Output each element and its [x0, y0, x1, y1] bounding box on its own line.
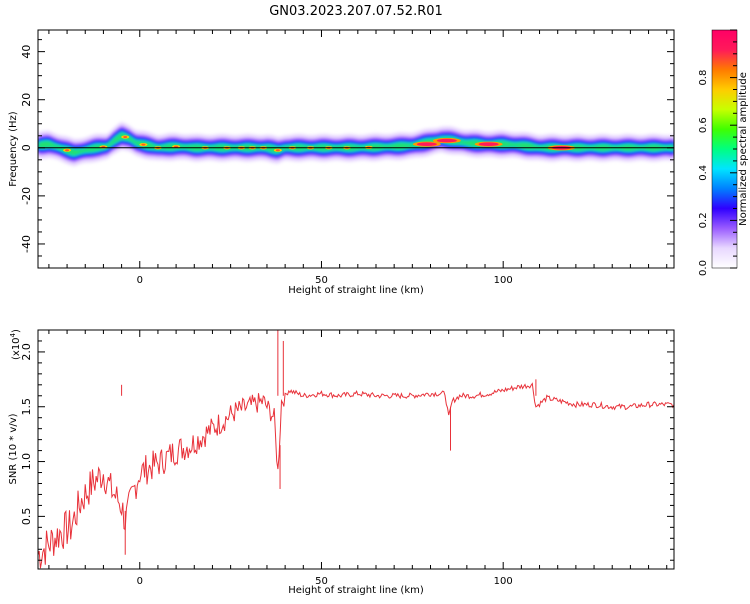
snr-multiplier: (x104)	[9, 329, 22, 360]
spectrogram-x-tick-label: 100	[494, 275, 513, 286]
spectrogram-peak	[416, 142, 437, 146]
snr-y-tick-label: 0.5	[20, 508, 33, 526]
snr-frame	[38, 330, 674, 569]
figure-title: GN03.2023.207.07.52.R01	[269, 4, 443, 19]
colorbar-tick-label: 0.0	[698, 260, 709, 276]
colorbar-label: Normalized spectral amplitude	[738, 72, 749, 226]
snr-ylabel: SNR (10 * v/v)	[8, 413, 19, 484]
snr-panel: 0 50 100 0.5 1.0 1.5 2.0 Height of straight li…	[8, 329, 675, 596]
spectrogram-peak	[478, 142, 499, 146]
spectrogram-y-tick-label: 20	[20, 93, 33, 107]
snr-x-tick-label: 50	[315, 576, 328, 587]
colorbar-tick-label: 0.8	[698, 70, 709, 86]
spectrogram-core-center	[123, 135, 128, 138]
spectrogram-core-center	[275, 149, 280, 152]
snr-y-tick-label: 1.5	[20, 398, 33, 416]
spectrogram-y-tick-label: 40	[20, 45, 33, 59]
spectrogram-core-center	[174, 145, 179, 148]
snr-x-tick-label: 100	[494, 576, 513, 587]
snr-y-tick-label: 2.0	[20, 343, 33, 361]
spectrogram-band-green	[38, 132, 674, 156]
spectrogram-x-tick-label: 0	[137, 275, 143, 286]
spectrogram-y-tick-label: -40	[20, 235, 33, 253]
spectrogram-x-tick-label: 50	[315, 275, 328, 286]
snr-plot-area	[38, 330, 674, 569]
colorbar-tick-label: 0.2	[698, 212, 709, 228]
spectrogram-y-tick-label: 0	[20, 144, 33, 151]
spectrogram-core-center	[65, 149, 70, 152]
snr-x-tick-label: 0	[137, 576, 143, 587]
colorbar: 0.0 0.2 0.4 0.6 0.8 Normalized spectral ampl…	[698, 29, 749, 276]
colorbar-tick-label: 0.4	[698, 165, 709, 181]
spectrogram-ylabel: Frequency (Hz)	[8, 111, 19, 187]
spectrogram-axes-box	[37, 29, 675, 269]
spectrogram-panel: 0 50 100 -40 -20 0 20 40 Height of straight lin…	[8, 29, 675, 296]
snr-axes: 0 50 100 0.5 1.0 1.5 2.0	[20, 329, 675, 587]
snr-series-line	[38, 382, 674, 569]
snr-y-tick-label: 1.0	[20, 453, 33, 471]
spectrogram-xlabel: Height of straight line (km)	[288, 285, 424, 296]
spectrogram-core-center	[141, 143, 146, 146]
colorbar-scale	[712, 30, 737, 268]
snr-axes-box	[37, 329, 675, 570]
spectrogram-y-tick-label: -20	[20, 187, 33, 205]
colorbar-ticks: 0.0 0.2 0.4 0.6 0.8	[698, 29, 738, 276]
colorbar-tick-label: 0.6	[698, 117, 709, 133]
snr-xlabel: Height of straight line (km)	[288, 585, 424, 596]
spectrogram-heatmap	[38, 121, 674, 167]
spectrogram-axes: 0 50 100 -40 -20 0 20 40	[20, 29, 675, 286]
spectrogram-peak	[436, 138, 457, 143]
